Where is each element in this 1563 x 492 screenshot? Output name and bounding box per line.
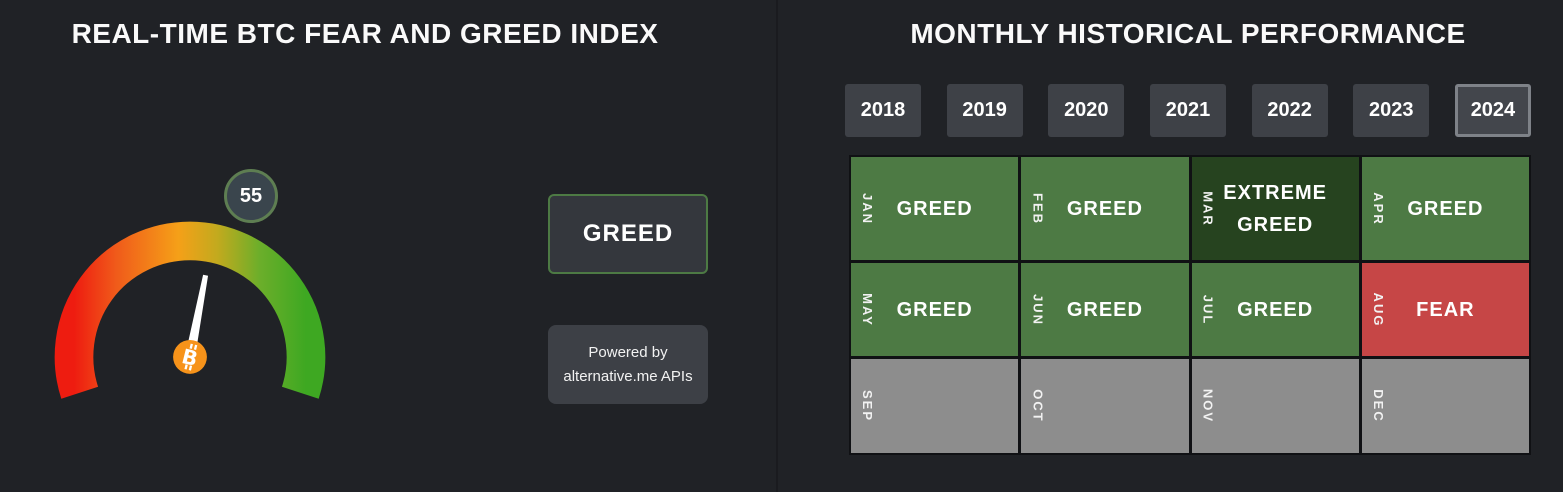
bitcoin-icon: B (173, 340, 207, 374)
year-tab-2020[interactable]: 2020 (1048, 84, 1125, 137)
month-label: FEB (1030, 192, 1046, 225)
sentiment-value: GREED (896, 298, 973, 321)
month-cell-dec: DEC (1361, 359, 1529, 453)
sentiment-status-label: GREED (582, 220, 674, 247)
year-tab-2021[interactable]: 2021 (1149, 84, 1226, 137)
sentiment-value: EXTREME GREED (1223, 181, 1327, 236)
year-tab-2024[interactable]: 2024 (1454, 84, 1531, 137)
month-cell-oct: OCT (1021, 359, 1189, 453)
year-tab-2023[interactable]: 2023 (1353, 84, 1430, 137)
sentiment-value: GREED (1066, 298, 1143, 321)
month-cell-mar: MAR EXTREME GREED (1191, 157, 1359, 260)
sentiment-value: GREED (1407, 197, 1484, 220)
month-label: DEC (1370, 389, 1386, 423)
year-tabs: 2018 2019 2020 2021 2022 2023 2024 (845, 84, 1531, 137)
month-label: SEP (860, 389, 875, 423)
month-label: OCT (1030, 389, 1046, 423)
month-cell-feb: FEB GREED (1021, 157, 1189, 260)
sentiment-value: GREED (1066, 197, 1143, 220)
month-label: APR (1370, 191, 1386, 226)
month-cell-jun: JUN GREED (1021, 263, 1189, 356)
month-cell-jan: JAN GREED (851, 157, 1019, 260)
fear-greed-gauge: B (45, 210, 335, 415)
month-label: JUN (1030, 293, 1046, 326)
month-grid: JAN GREED FEB GREED MAR EXTREME GREED APR GREED… (849, 155, 1531, 455)
gauge-value-badge: 55 (224, 169, 278, 223)
year-tab-2019[interactable]: 2019 (946, 84, 1023, 137)
month-label: NOV (1200, 388, 1216, 424)
sentiment-value: GREED (896, 197, 973, 220)
gauge-needle (185, 274, 209, 358)
month-cell-jul: JUL GREED (1191, 263, 1359, 356)
month-cell-nov: NOV (1191, 359, 1359, 453)
svg-text:B: B (179, 344, 200, 371)
month-label: AUG (1370, 292, 1386, 327)
sentiment-value: FEAR (1416, 298, 1475, 321)
month-cell-aug: AUG FEAR (1361, 263, 1529, 356)
realtime-index-panel: REAL-TIME BTC FEAR AND GREED INDEX (0, 0, 777, 492)
left-panel-title: REAL-TIME BTC FEAR AND GREED INDEX (71, 18, 659, 49)
powered-by-line2: alternative.me APIs (563, 367, 693, 385)
sentiment-status-box: GREED (548, 194, 708, 274)
month-cell-apr: APR GREED (1361, 157, 1529, 260)
panel-divider (776, 0, 778, 492)
month-label: MAR (1200, 190, 1216, 227)
powered-by-box: Powered by alternative.me APIs (548, 325, 708, 404)
gauge-value: 55 (239, 184, 263, 207)
month-cell-sep: SEP (851, 359, 1019, 453)
month-label: JAN (860, 192, 875, 225)
month-label: JUL (1200, 294, 1216, 325)
historical-performance-panel: MONTHLY HISTORICAL PERFORMANCE 2018 2019 2… (777, 0, 1563, 492)
powered-by-line1: Powered by (588, 344, 668, 362)
year-tab-2018[interactable]: 2018 (845, 84, 921, 137)
right-panel-title: MONTHLY HISTORICAL PERFORMANCE (910, 18, 1466, 49)
sentiment-value: GREED (1237, 298, 1314, 321)
month-label: MAY (860, 292, 875, 327)
month-cell-may: MAY GREED (851, 263, 1019, 356)
year-tab-2022[interactable]: 2022 (1251, 84, 1328, 137)
gauge-arc: B (54, 221, 326, 399)
